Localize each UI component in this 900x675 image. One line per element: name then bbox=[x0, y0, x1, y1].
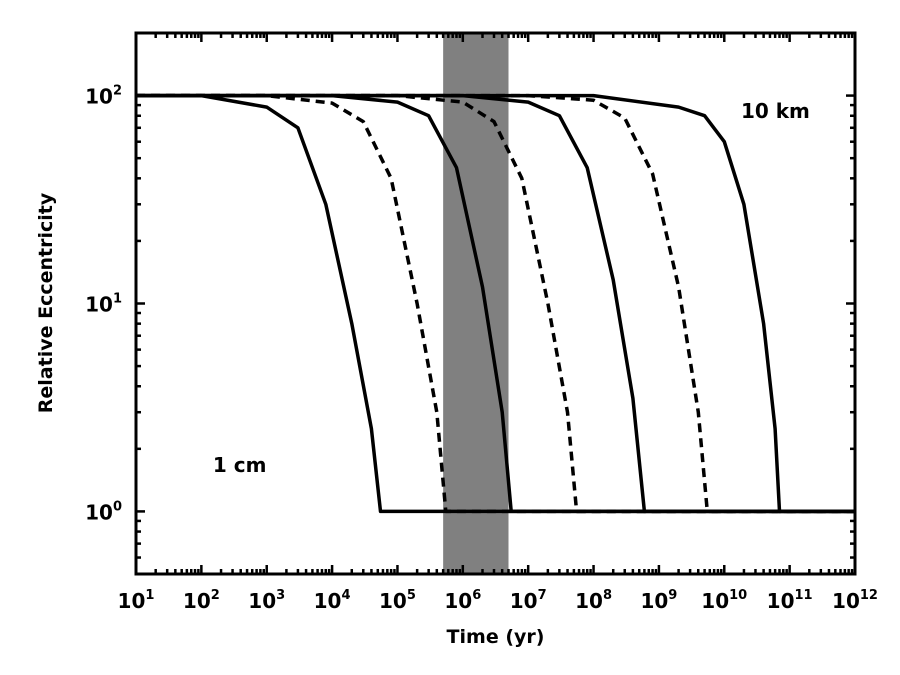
x-tick-label: 107 bbox=[510, 588, 547, 613]
annotation-1: 10 km bbox=[741, 99, 810, 123]
series-line-4 bbox=[136, 93, 855, 514]
y-tick-label: 100 bbox=[85, 499, 122, 524]
x-tick-label: 106 bbox=[444, 588, 481, 613]
series-line-2 bbox=[136, 93, 855, 514]
x-tick-label: 103 bbox=[248, 588, 285, 613]
x-tick-label: 101 bbox=[118, 588, 155, 613]
x-tick-label: 104 bbox=[314, 588, 351, 613]
y-axis-label: Relative Eccentricity bbox=[35, 192, 57, 413]
shaded-region bbox=[443, 33, 509, 574]
x-axis-label: Time (yr) bbox=[447, 626, 545, 648]
series-line-7 bbox=[136, 93, 855, 514]
x-tick-label: 109 bbox=[640, 588, 677, 613]
y-tick-label: 102 bbox=[85, 84, 122, 109]
annotation-layer: 10 km 1 cm bbox=[213, 99, 810, 477]
y-tick-label: 101 bbox=[85, 292, 122, 317]
x-tick-label: 1010 bbox=[701, 588, 747, 613]
plot-frame bbox=[134, 31, 857, 576]
x-tick-label: 105 bbox=[379, 588, 416, 613]
series-line-5 bbox=[136, 93, 855, 514]
series-line-1 bbox=[136, 93, 855, 514]
x-tick-label: 102 bbox=[183, 588, 220, 613]
series-line-6 bbox=[136, 93, 855, 514]
x-tick-labels: 101 102 103 104 105 106 107 108 109 1010 1011 1012 bbox=[118, 588, 878, 613]
y-tick-labels: 100 101 102 bbox=[85, 84, 122, 525]
series-line-3 bbox=[136, 93, 855, 514]
x-tick-label: 1011 bbox=[767, 588, 813, 613]
series-layer bbox=[136, 93, 855, 514]
x-tick-label: 1012 bbox=[832, 588, 878, 613]
shaded-region-layer bbox=[443, 33, 509, 574]
annotation-2: 1 cm bbox=[213, 453, 267, 477]
x-tick-label: 108 bbox=[575, 588, 612, 613]
